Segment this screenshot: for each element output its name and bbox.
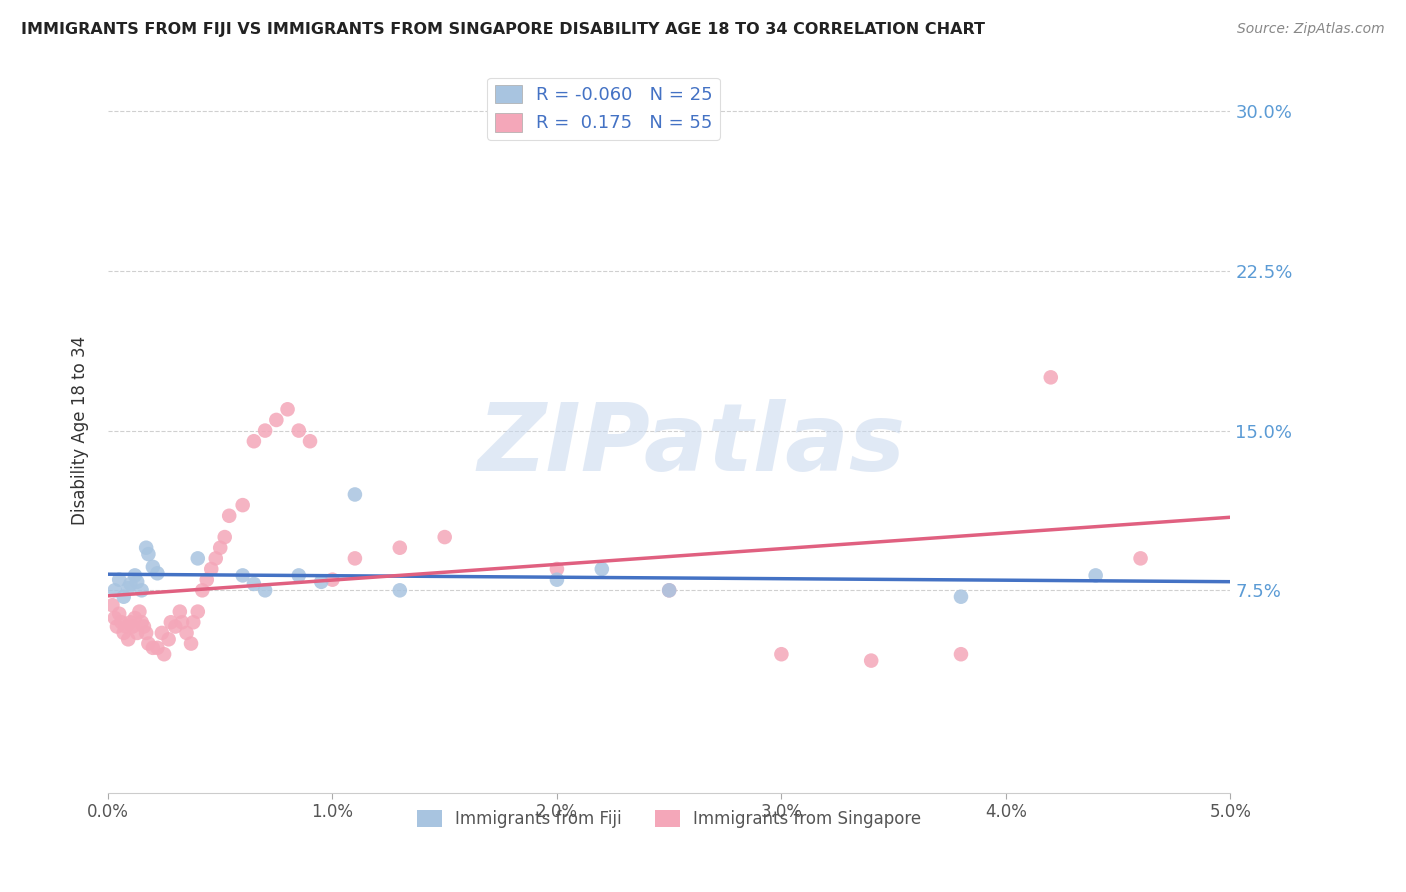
Point (218, 508, 240, 523)
Point (138, 547, 160, 561)
Point (1129, 551, 1152, 566)
Point (135, 626, 157, 640)
Text: IMMIGRANTS FROM FIJI VS IMMIGRANTS FROM SINGAPORE DISABILITY AGE 18 TO 34 CORREL: IMMIGRANTS FROM FIJI VS IMMIGRANTS FROM … (21, 22, 986, 37)
Point (146, 566, 169, 581)
Point (187, 551, 209, 566)
Point (181, 615, 204, 630)
Point (135, 541, 157, 555)
Point (658, 583, 681, 598)
Y-axis label: Disability Age 18 to 34: Disability Age 18 to 34 (72, 336, 89, 525)
Point (770, 647, 793, 661)
Point (266, 413, 288, 427)
Point (108, 573, 131, 587)
Point (169, 605, 191, 619)
Point (124, 568, 146, 582)
Point (146, 640, 169, 655)
Point (298, 434, 321, 449)
Point (142, 560, 165, 574)
Point (200, 562, 222, 576)
Point (658, 583, 681, 598)
Point (321, 573, 343, 587)
Point (949, 647, 972, 661)
Point (112, 590, 135, 604)
Point (309, 574, 332, 589)
Legend: Immigrants from Fiji, Immigrants from Singapore: Immigrants from Fiji, Immigrants from Si… (411, 804, 928, 835)
Point (343, 487, 366, 501)
Point (124, 611, 146, 625)
Point (131, 583, 153, 598)
Point (153, 647, 176, 661)
Text: Source: ZipAtlas.com: Source: ZipAtlas.com (1237, 22, 1385, 37)
Point (388, 583, 411, 598)
Point (214, 530, 236, 544)
Point (157, 632, 180, 647)
Point (105, 619, 128, 633)
Point (187, 605, 209, 619)
Point (132, 619, 155, 633)
Point (1084, 568, 1107, 582)
Point (160, 615, 183, 630)
Point (1039, 370, 1062, 384)
Point (204, 551, 226, 566)
Point (120, 615, 142, 630)
Point (209, 541, 232, 555)
Point (142, 640, 165, 655)
Point (117, 581, 139, 595)
Point (288, 568, 311, 582)
Point (150, 626, 173, 640)
Point (128, 605, 150, 619)
Point (949, 590, 972, 604)
Point (121, 619, 143, 633)
Point (254, 424, 277, 438)
Point (176, 626, 198, 640)
Point (243, 577, 266, 591)
Point (243, 434, 266, 449)
Point (191, 583, 214, 598)
Point (388, 541, 411, 555)
Point (546, 573, 568, 587)
Point (860, 654, 883, 668)
Point (591, 562, 613, 576)
Point (127, 574, 149, 589)
Point (112, 626, 135, 640)
Point (101, 599, 124, 613)
Point (254, 583, 277, 598)
Point (232, 568, 254, 582)
Point (433, 530, 456, 544)
Point (117, 632, 139, 647)
Point (288, 424, 311, 438)
Point (165, 619, 187, 633)
Point (108, 607, 131, 621)
Point (277, 402, 299, 417)
Point (170, 615, 193, 630)
Point (127, 626, 149, 640)
Point (232, 498, 254, 512)
Point (110, 615, 132, 630)
Point (131, 615, 153, 630)
Point (115, 619, 138, 633)
Point (104, 611, 127, 625)
Point (195, 573, 218, 587)
Text: ZIPatlas: ZIPatlas (478, 399, 905, 491)
Point (180, 636, 202, 650)
Point (343, 551, 366, 566)
Point (104, 583, 127, 598)
Point (138, 636, 160, 650)
Point (120, 577, 142, 591)
Point (546, 562, 568, 576)
